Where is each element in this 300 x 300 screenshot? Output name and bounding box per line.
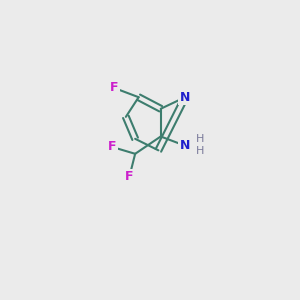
Text: H: H bbox=[196, 134, 204, 144]
Text: F: F bbox=[108, 140, 116, 153]
Text: H: H bbox=[196, 146, 204, 157]
Text: F: F bbox=[125, 170, 134, 183]
Text: N: N bbox=[180, 139, 190, 152]
Text: F: F bbox=[110, 82, 118, 94]
Text: N: N bbox=[180, 91, 190, 104]
